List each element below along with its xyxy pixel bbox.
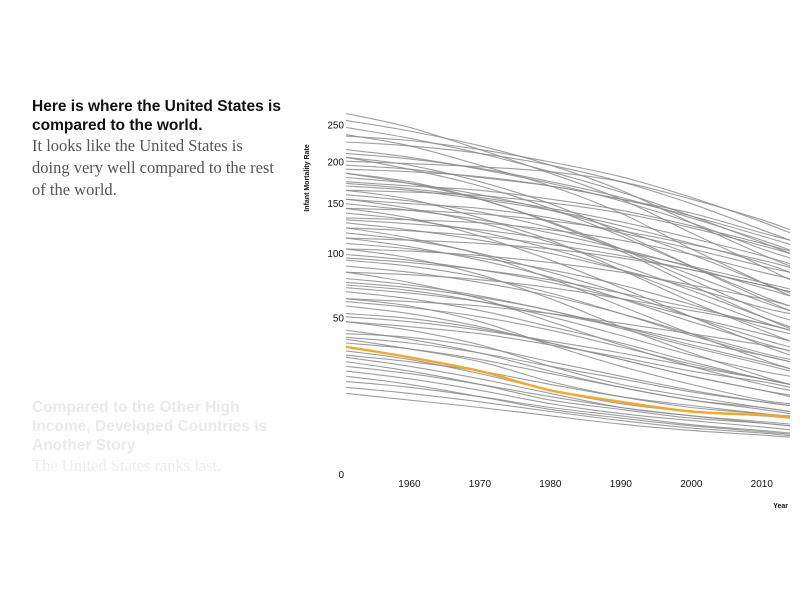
country-series-line	[345, 227, 791, 370]
step-body: The United States ranks last.	[32, 456, 222, 475]
country-series-line	[345, 185, 791, 273]
x-tick-label: 1980	[539, 479, 562, 490]
country-series-line	[345, 298, 791, 352]
country-series-line	[345, 160, 791, 231]
country-series-line	[345, 281, 791, 372]
country-series-line	[345, 257, 791, 331]
x-tick-label: 1960	[398, 479, 421, 490]
country-series-line	[345, 287, 791, 363]
y-tick-label: 0	[338, 470, 344, 481]
step-body: It looks like the United States is doing…	[32, 136, 274, 199]
y-tick-label: 150	[327, 199, 344, 210]
y-axis-ticks: 0 50 100 150 200 250	[327, 120, 344, 481]
highlight-series-line	[345, 345, 791, 418]
country-series-line	[345, 298, 791, 405]
country-series-line	[345, 321, 791, 388]
united-states-series-line	[345, 345, 791, 418]
story-step-high-income: Compared to the Other High Income, Devel…	[32, 398, 282, 477]
country-series-line	[345, 198, 791, 328]
step-title: Here is where the United States is compa…	[32, 98, 281, 134]
country-series-line	[345, 168, 791, 246]
country-series-line	[345, 212, 791, 331]
x-tick-label: 1990	[610, 479, 633, 490]
country-series-line	[345, 336, 791, 407]
y-tick-label: 200	[327, 157, 344, 168]
country-series-line	[345, 203, 791, 297]
country-series-line	[345, 242, 791, 335]
x-tick-label: 1970	[469, 479, 492, 490]
country-series-line	[345, 176, 791, 294]
country-series-line	[345, 119, 791, 267]
country-series-line	[345, 354, 791, 418]
country-series-line	[345, 316, 791, 385]
country-series-line	[345, 126, 791, 254]
country-series-line	[345, 112, 791, 281]
step-title: Compared to the Other High Income, Devel…	[32, 399, 268, 454]
country-series-line	[345, 172, 791, 321]
x-tick-label: 2010	[751, 479, 774, 490]
country-series-line	[345, 237, 791, 352]
y-tick-label: 250	[327, 120, 344, 131]
country-series-line	[345, 392, 791, 438]
country-series-line	[345, 381, 791, 434]
country-series-line	[345, 253, 791, 342]
country-series-line	[345, 194, 791, 312]
country-series-line	[345, 134, 791, 297]
story-step-world: Here is where the United States is compa…	[32, 97, 282, 201]
country-series-line	[345, 329, 791, 415]
country-series-line	[345, 342, 791, 413]
country-series-line	[345, 259, 791, 363]
country-series-line	[345, 189, 791, 254]
country-series-line	[345, 227, 791, 293]
background-series-lines	[345, 112, 791, 438]
country-series-line	[345, 375, 791, 435]
country-series-line	[345, 152, 791, 251]
country-series-line	[345, 356, 791, 425]
country-series-line	[345, 232, 791, 348]
country-series-line	[345, 248, 791, 385]
country-series-line	[345, 182, 791, 265]
country-series-line	[345, 248, 791, 307]
country-series-line	[345, 172, 791, 329]
y-axis-title: Infant Mortality Rate	[304, 144, 311, 211]
country-series-line	[345, 181, 791, 252]
country-series-line	[345, 386, 791, 437]
country-series-line	[345, 156, 791, 307]
y-tick-label: 100	[327, 249, 344, 260]
country-series-line	[345, 135, 791, 234]
x-axis-ticks: 1960 1970 1980 1990 2000 2010	[398, 479, 773, 490]
country-series-line	[345, 207, 791, 356]
country-series-line	[345, 284, 791, 377]
x-tick-label: 2000	[680, 479, 703, 490]
y-tick-label: 50	[333, 314, 345, 325]
country-series-line	[345, 219, 791, 290]
country-series-line	[345, 370, 791, 431]
country-series-line	[345, 365, 791, 427]
country-series-line	[345, 265, 791, 360]
country-series-line	[345, 141, 791, 241]
country-series-line	[345, 271, 791, 391]
x-axis-title: Year	[773, 503, 788, 510]
